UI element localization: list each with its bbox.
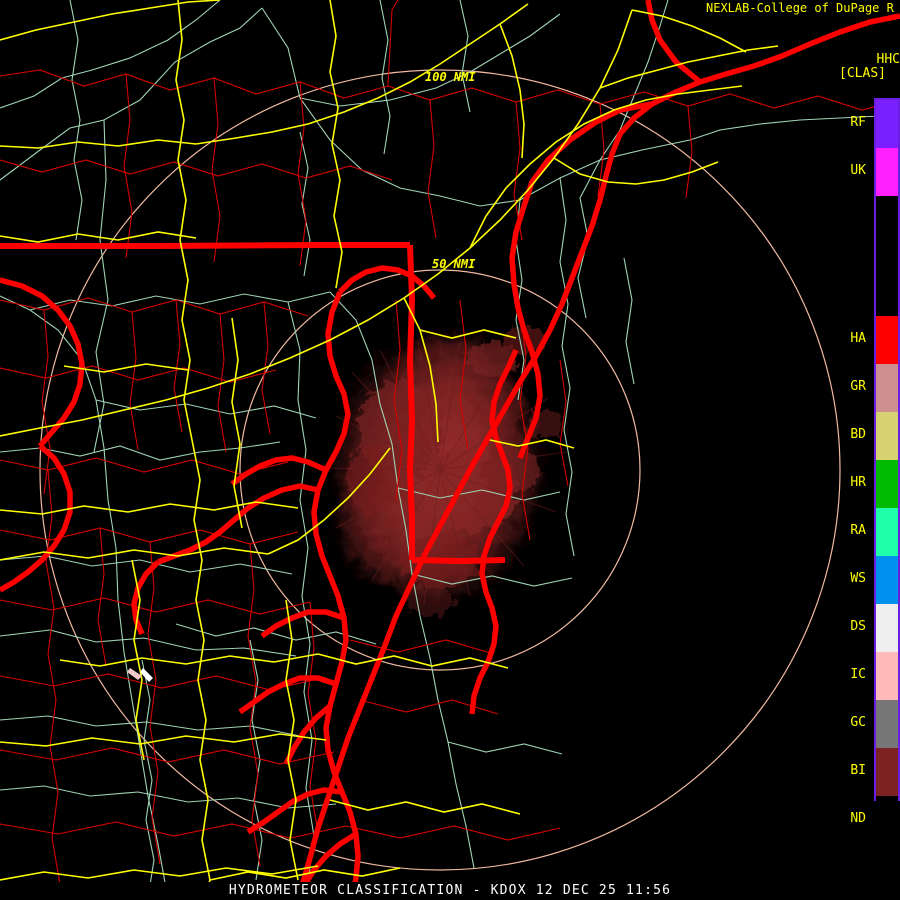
legend-label-rf: RF [850, 115, 866, 130]
isolated-echo-fleck [127, 668, 153, 682]
legend-colorbar[interactable] [874, 98, 900, 844]
legend-band-bi[interactable] [876, 748, 898, 796]
legend-band-gc[interactable] [876, 700, 898, 748]
legend-band-ds[interactable] [876, 604, 898, 652]
range-ring-group [39, 69, 841, 871]
legend-label-bi: BI [850, 763, 866, 778]
legend-band-ws[interactable] [876, 556, 898, 604]
status-bar: HYDROMETEOR CLASSIFICATION - KDOX 12 DEC… [0, 882, 900, 900]
legend-band-rf[interactable] [876, 100, 898, 148]
legend-band-ra[interactable] [876, 508, 898, 556]
legend-title-hhc: HHC [876, 52, 900, 67]
legend-label-ic: IC [850, 667, 866, 682]
legend-label-nd: ND [850, 811, 866, 826]
legend-label-uk: UK [850, 163, 866, 178]
range-ring-50nmi [239, 269, 641, 671]
legend-label-hr: HR [850, 475, 866, 490]
highway-layer [0, 0, 779, 899]
range-ring-100nmi [39, 69, 841, 871]
legend-label-ha: HA [850, 331, 866, 346]
legend-label-gr: GR [850, 379, 866, 394]
range-ring-label-100nmi: 100 NMI [425, 70, 476, 84]
legend-label-bd: BD [850, 427, 866, 442]
classification-legend: HHC [CLAS] RF UK HA GR BD HR RA WS DS IC GC BI ND [818, 50, 900, 844]
legend-label-ra: RA [850, 523, 866, 538]
legend-band-hr[interactable] [876, 460, 898, 508]
legend-band-uk[interactable] [876, 148, 898, 196]
legend-band-empty[interactable] [876, 196, 898, 316]
legend-band-ic[interactable] [876, 652, 898, 700]
nexlab-credit-label: NEXLAB-College of DuPage R [706, 1, 894, 15]
legend-label-ws: WS [850, 571, 866, 586]
legend-band-bd[interactable] [876, 412, 898, 460]
legend-subtitle-clas: [CLAS] [839, 66, 886, 81]
legend-band-gr[interactable] [876, 364, 898, 412]
state-border-layer [0, 242, 506, 565]
legend-band-nd[interactable] [876, 796, 898, 844]
legend-label-gc: GC [850, 715, 866, 730]
range-ring-label-50nmi: 50 NMI [432, 257, 476, 271]
legend-label-ds: DS [850, 619, 866, 634]
legend-band-ha[interactable] [876, 316, 898, 364]
